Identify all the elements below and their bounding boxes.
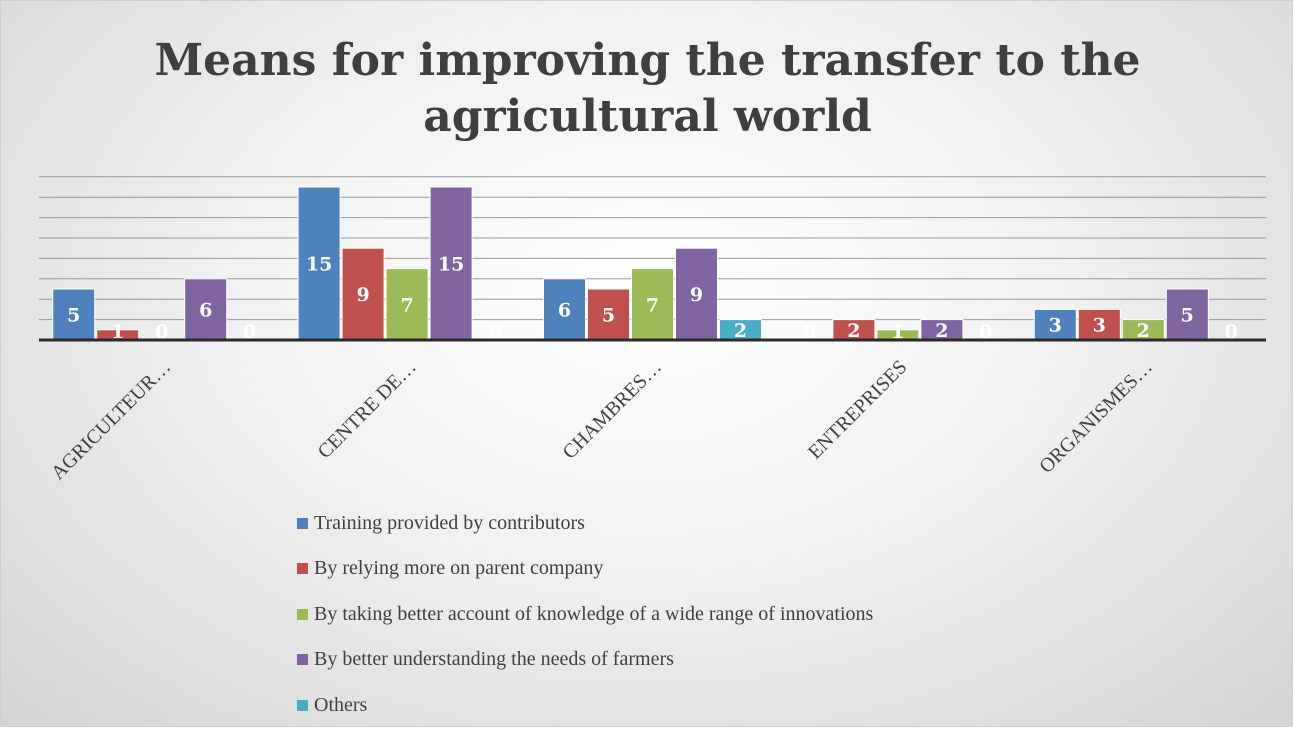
legend-swatch — [297, 563, 308, 574]
category-label: ORGANISMES… — [1035, 356, 1157, 478]
data-label: 3 — [1049, 315, 1062, 337]
bar — [385, 268, 429, 341]
data-label: 0 — [803, 321, 816, 343]
bar — [297, 186, 341, 341]
bar — [1077, 308, 1121, 341]
data-label: 1 — [891, 321, 904, 343]
data-label: 9 — [690, 284, 703, 306]
data-label: 15 — [438, 254, 464, 276]
bar — [1165, 288, 1209, 341]
data-label: 5 — [602, 305, 615, 327]
data-label: 9 — [356, 284, 369, 306]
bar — [429, 186, 473, 341]
data-label: 0 — [979, 321, 992, 343]
data-label: 6 — [558, 299, 571, 321]
chart-title: Means for improving the transfer to the … — [1, 33, 1293, 145]
legend-swatch — [297, 608, 308, 620]
data-label: 5 — [1181, 305, 1194, 327]
data-label: 6 — [199, 299, 212, 321]
category-label: CHAMBRES… — [559, 356, 667, 464]
legend-item: By relying more on parent company — [297, 552, 873, 586]
chart-title-line-2: agricultural world — [423, 91, 872, 142]
bar — [1033, 308, 1077, 341]
bar — [184, 278, 228, 341]
category-label: ENTREPRISES — [804, 356, 912, 464]
legend-swatch — [297, 654, 308, 665]
data-label: 0 — [1225, 321, 1238, 343]
data-label: 15 — [306, 254, 332, 276]
legend-label: Training provided by contributors — [314, 511, 585, 534]
data-label: 0 — [155, 321, 168, 343]
data-label: 0 — [243, 321, 256, 343]
data-label: 7 — [646, 294, 659, 316]
data-label: 3 — [1093, 315, 1106, 337]
data-label: 5 — [67, 305, 80, 327]
legend-item: By better understanding the needs of far… — [297, 643, 873, 677]
legend-item: By taking better account of knowledge of… — [297, 597, 873, 631]
legend-swatch — [297, 517, 308, 529]
data-label: 2 — [847, 320, 860, 342]
bars — [52, 186, 1209, 341]
category-label: CENTRE DE… — [314, 356, 421, 463]
bar — [631, 268, 674, 341]
legend-label: Others — [314, 693, 368, 716]
chart-title-line-1: Means for improving the transfer to the — [154, 35, 1141, 86]
bar — [675, 247, 718, 341]
legend-swatch — [297, 699, 308, 711]
bar — [52, 288, 96, 341]
legend-item: Others — [297, 688, 873, 722]
data-label: 2 — [1137, 320, 1150, 342]
legend-label: By better understanding the needs of far… — [314, 648, 674, 670]
data-label: 2 — [935, 320, 948, 342]
legend: Training provided by contributors By rely… — [297, 506, 873, 734]
bar — [587, 288, 630, 341]
data-label: 0 — [488, 321, 501, 343]
legend-label: By relying more on parent company — [314, 557, 604, 579]
legend-item: Training provided by contributors — [297, 506, 873, 540]
legend-label: By taking better account of knowledge of… — [314, 602, 874, 625]
data-labels: 5 1 0 6 0 15 9 7 15 0 6 5 7 9 2 0 2 1 2 0 3 3 2 5 0 — [67, 254, 1238, 344]
category-label: AGRICULTEUR… — [47, 356, 175, 484]
data-label: 2 — [734, 320, 747, 342]
data-label: 7 — [400, 294, 413, 316]
data-label: 1 — [111, 321, 124, 343]
bar — [341, 247, 385, 341]
category-labels: AGRICULTEUR… CENTRE DE… CHAMBRES… ENTREPRIS… — [47, 356, 1157, 484]
